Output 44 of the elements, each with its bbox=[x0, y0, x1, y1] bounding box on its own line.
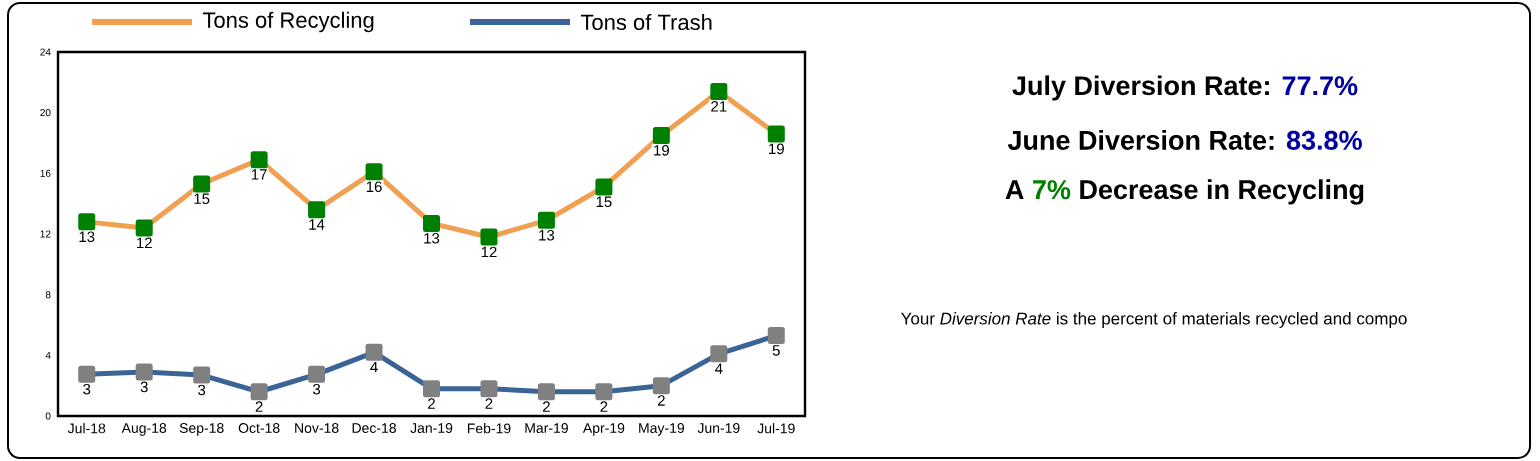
x-tick-label: Jul-19 bbox=[757, 423, 795, 434]
y-tick-label: 24 bbox=[40, 48, 51, 56]
x-tick-label: Jul-18 bbox=[67, 423, 106, 434]
y-tick-label: 8 bbox=[45, 291, 51, 299]
data-label: 3 bbox=[312, 383, 321, 395]
y-tick-label: 0 bbox=[45, 412, 51, 420]
data-label: 2 bbox=[543, 401, 550, 412]
x-tick-label: Sep-18 bbox=[179, 423, 224, 436]
data-label: 2 bbox=[255, 401, 263, 412]
x-tick-label: Dec-18 bbox=[352, 423, 396, 433]
y-tick-label: 4 bbox=[45, 351, 51, 359]
legend-label: Tons of Recycling bbox=[202, 11, 374, 33]
text: 83.8% bbox=[1286, 130, 1362, 150]
data-label: 12 bbox=[481, 246, 497, 258]
text: June Diversion Rate: bbox=[1007, 130, 1274, 150]
x-tick-label: Nov-18 bbox=[295, 423, 339, 433]
data-label: 4 bbox=[370, 361, 378, 373]
x-tick-label: Mar-19 bbox=[525, 423, 568, 433]
text: July Diversion Rate: bbox=[1012, 75, 1269, 101]
x-tick-label: Jun-19 bbox=[697, 423, 740, 433]
x-tick-label: May-19 bbox=[639, 423, 685, 436]
y-tick-label: 12 bbox=[40, 230, 51, 238]
x-tick-label: Oct-18 bbox=[238, 423, 280, 433]
text: 7% bbox=[1033, 180, 1071, 200]
data-label: 3 bbox=[83, 383, 91, 395]
data-label: 3 bbox=[198, 384, 206, 396]
legend-label: Tons of Trash bbox=[580, 13, 712, 31]
text: Decrease in Recycling bbox=[1080, 179, 1364, 205]
x-tick-label: Apr-19 bbox=[582, 423, 625, 436]
x-tick-label: Feb-19 bbox=[467, 423, 511, 434]
text: Your Diversion Rate is the percent of materials recycled and compo bbox=[901, 312, 1407, 328]
data-label: 5 bbox=[772, 345, 780, 356]
data-label: 2 bbox=[657, 395, 665, 406]
data-label: 4 bbox=[714, 363, 723, 374]
y-tick-label: 16 bbox=[40, 169, 51, 177]
data-label: 2 bbox=[428, 398, 435, 409]
data-label: 2 bbox=[600, 401, 608, 412]
data-label: 2 bbox=[485, 398, 493, 409]
y-tick-label: 20 bbox=[40, 109, 51, 117]
x-tick-label: Aug-18 bbox=[121, 423, 167, 436]
data-label: 3 bbox=[140, 381, 148, 393]
text: 77.7% bbox=[1282, 76, 1358, 96]
text: A bbox=[1005, 180, 1024, 199]
x-tick-label: Jan-19 bbox=[410, 423, 453, 433]
